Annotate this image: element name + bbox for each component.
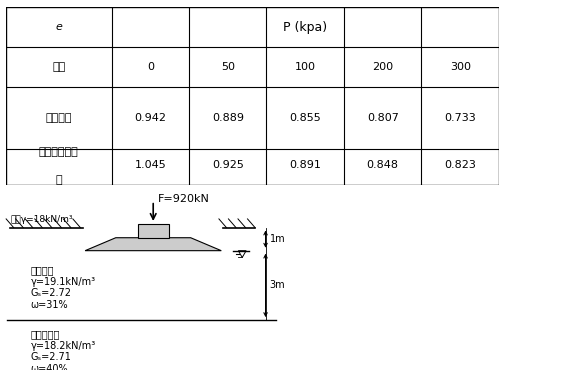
Text: ω=31%: ω=31%: [31, 300, 68, 310]
Text: 土层: 土层: [52, 62, 65, 73]
Text: γ=19.1kN/m³: γ=19.1kN/m³: [31, 277, 96, 287]
Text: e: e: [55, 22, 62, 33]
Text: 200: 200: [372, 62, 393, 73]
Text: P (kpa): P (kpa): [283, 21, 328, 34]
Text: 0.891: 0.891: [289, 160, 321, 170]
Text: 淤泥质粉质帳: 淤泥质粉质帳: [39, 147, 79, 157]
Text: 0.855: 0.855: [289, 113, 321, 124]
Text: 淤泥质帳土: 淤泥质帳土: [31, 329, 60, 339]
Text: 填土γ=18kN/m³: 填土γ=18kN/m³: [10, 215, 73, 225]
Text: 1.045: 1.045: [134, 160, 166, 170]
Text: 100: 100: [295, 62, 316, 73]
Text: 0.733: 0.733: [444, 113, 476, 124]
Text: 0.942: 0.942: [134, 113, 166, 124]
Text: γ=18.2kN/m³: γ=18.2kN/m³: [31, 341, 96, 351]
Text: 0.848: 0.848: [367, 160, 399, 170]
Polygon shape: [85, 238, 221, 251]
Text: 0.823: 0.823: [444, 160, 476, 170]
Text: 50: 50: [221, 62, 235, 73]
Text: F=920kN: F=920kN: [158, 194, 210, 204]
Text: 0.925: 0.925: [212, 160, 244, 170]
Text: 0: 0: [147, 62, 154, 73]
Text: 3m: 3m: [269, 280, 285, 290]
Text: 粉质帳土: 粉质帳土: [31, 265, 54, 275]
Bar: [138, 224, 168, 238]
Text: ω=40%: ω=40%: [31, 364, 68, 370]
Text: 0.889: 0.889: [212, 113, 244, 124]
Text: 1m: 1m: [269, 234, 285, 244]
Text: Gₛ=2.71: Gₛ=2.71: [31, 352, 72, 362]
Text: 土: 土: [55, 175, 62, 185]
Text: 300: 300: [450, 62, 471, 73]
Text: 0.807: 0.807: [367, 113, 399, 124]
Text: Gₛ=2.72: Gₛ=2.72: [31, 288, 72, 298]
Text: 粉质帳土: 粉质帳土: [45, 113, 72, 124]
